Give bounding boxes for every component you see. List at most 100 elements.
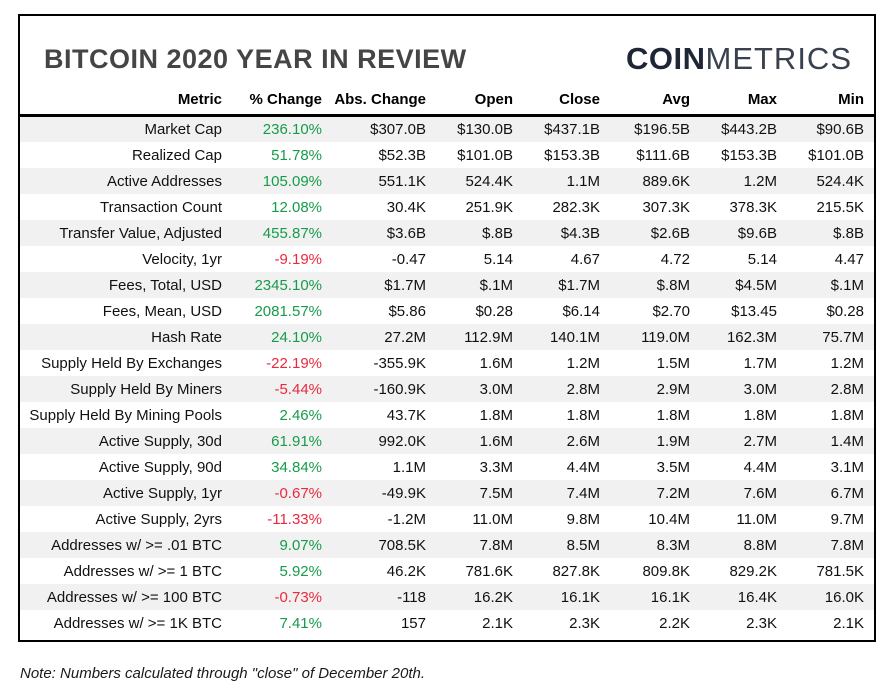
table-row: Realized Cap 51.78% $52.3B $101.0B $153.3B $1… (20, 142, 874, 168)
open-cell: 16.2K (473, 588, 513, 606)
pct-change-cell: -0.73% (274, 588, 322, 606)
open-cell: 7.5M (479, 484, 513, 502)
table-row: Hash Rate 24.10% 27.2M 112.9M 140.1M 119.0M 16… (20, 324, 874, 350)
open-cell: 1.8M (479, 406, 513, 424)
table-row: Active Supply, 30d 61.91% 992.0K 1.6M 2.6M 1.… (20, 428, 874, 454)
abs-change-cell: $5.86 (388, 302, 426, 320)
pct-change-cell: 24.10% (271, 328, 322, 346)
metric-name-cell: Active Supply, 2yrs (95, 510, 222, 528)
table-row: Transaction Count 12.08% 30.4K 251.9K 282.3K… (20, 194, 874, 220)
avg-cell: 1.9M (656, 432, 690, 450)
avg-cell: 4.72 (660, 250, 690, 268)
max-cell: 16.4K (737, 588, 777, 606)
close-cell: 7.4M (566, 484, 600, 502)
report-header: BITCOIN 2020 YEAR IN REVIEW COINMETRICS (20, 16, 874, 88)
column-header-change: % Change (232, 88, 332, 117)
close-cell: 4.4M (566, 458, 600, 476)
close-cell: 1.8M (566, 406, 600, 424)
max-cell: 829.2K (729, 562, 777, 580)
metric-name-cell: Velocity, 1yr (142, 250, 222, 268)
column-header-close: Close (523, 88, 610, 117)
avg-cell: 889.6K (642, 172, 690, 190)
min-cell: 524.4K (816, 172, 864, 190)
close-cell: 16.1K (560, 588, 600, 606)
open-cell: 1.6M (479, 432, 513, 450)
pct-change-cell: -22.19% (266, 354, 322, 372)
metric-name-cell: Transfer Value, Adjusted (59, 224, 222, 242)
close-cell: 2.3K (569, 614, 600, 632)
table-row: Addresses w/ >= .01 BTC 9.07% 708.5K 7.8M 8.… (20, 532, 874, 558)
metric-name-cell: Active Addresses (106, 172, 222, 190)
table-row: Supply Held By Miners -5.44% -160.9K 3.0M 2.… (20, 376, 874, 402)
abs-change-cell: 157 (400, 614, 426, 632)
avg-cell: $111.6B (636, 146, 690, 164)
max-cell: $9.6B (737, 224, 777, 242)
avg-cell: 3.5M (656, 458, 690, 476)
min-cell: $.8B (833, 224, 864, 242)
logo-text-metrics: METRICS (705, 41, 852, 76)
metric-name-cell: Addresses w/ >= 1K BTC (53, 614, 222, 632)
avg-cell: 8.3M (656, 536, 690, 554)
metric-name-cell: Active Supply, 1yr (103, 484, 222, 502)
column-header-metric: Metric (20, 88, 232, 117)
open-cell: 2.1K (482, 614, 513, 632)
min-cell: $90.6B (816, 121, 864, 138)
column-header-max: Max (700, 88, 787, 117)
min-cell: 781.5K (816, 562, 864, 580)
abs-change-cell: $3.6B (386, 224, 426, 242)
metric-name-cell: Addresses w/ >= 100 BTC (46, 588, 222, 606)
pct-change-cell: 2.46% (279, 406, 322, 424)
open-cell: $.8B (482, 224, 513, 242)
pct-change-cell: 2081.57% (254, 302, 322, 320)
metrics-table: Metric% Change Abs. Change Open Close Avg Max… (20, 88, 874, 636)
max-cell: 162.3M (726, 328, 777, 346)
max-cell: 378.3K (729, 198, 777, 216)
abs-change-cell: $1.7M (384, 276, 426, 294)
abs-change-cell: $307.0B (370, 121, 426, 138)
metric-name-cell: Hash Rate (151, 328, 222, 346)
max-cell: 7.6M (743, 484, 777, 502)
pct-change-cell: 236.10% (262, 121, 322, 138)
open-cell: 3.3M (479, 458, 513, 476)
open-cell: $0.28 (475, 302, 513, 320)
close-cell: 2.6M (566, 432, 600, 450)
abs-change-cell: -1.2M (387, 510, 426, 528)
page-title: BITCOIN 2020 YEAR IN REVIEW (44, 43, 467, 74)
close-cell: 140.1M (549, 328, 600, 346)
max-cell: 8.8M (743, 536, 777, 554)
close-cell: 8.5M (566, 536, 600, 554)
max-cell: $13.45 (731, 302, 777, 320)
metric-name-cell: Transaction Count (99, 198, 222, 216)
table-row: Fees, Total, USD 2345.10% $1.7M $.1M $1.7M $.… (20, 272, 874, 298)
abs-change-cell: -0.47 (391, 250, 426, 268)
close-cell: 1.1M (566, 172, 600, 190)
min-cell: 215.5K (816, 198, 864, 216)
pct-change-cell: 7.41% (279, 614, 322, 632)
pct-change-cell: 61.91% (271, 432, 322, 450)
close-cell: $437.1B (544, 121, 600, 138)
open-cell: $130.0B (457, 121, 513, 138)
report-card: BITCOIN 2020 YEAR IN REVIEW COINMETRICS … (18, 14, 876, 642)
close-cell: $153.3B (544, 146, 600, 164)
close-cell: 282.3K (552, 198, 600, 216)
avg-cell: $2.6B (650, 224, 690, 242)
table-row: Transfer Value, Adjusted 455.87% $3.6B $.8B… (20, 220, 874, 246)
metric-name-cell: Fees, Mean, USD (102, 302, 222, 320)
column-header-avg: Avg (610, 88, 700, 117)
close-cell: 2.8M (566, 380, 600, 398)
abs-change-cell: 43.7K (386, 406, 426, 424)
open-cell: 251.9K (465, 198, 513, 216)
metric-name-cell: Active Supply, 90d (98, 458, 222, 476)
open-cell: $.1M (479, 276, 513, 294)
metric-name-cell: Supply Held By Exchanges (41, 354, 222, 372)
max-cell: 1.8M (743, 406, 777, 424)
logo-text-coin: COIN (626, 41, 706, 76)
footnote: Note: Numbers calculated through "close"… (20, 665, 426, 682)
column-header-open: Open (436, 88, 523, 117)
min-cell: 16.0K (824, 588, 864, 606)
avg-cell: 2.2K (659, 614, 690, 632)
min-cell: $101.0B (808, 146, 864, 164)
close-cell: $6.14 (562, 302, 600, 320)
min-cell: 4.47 (834, 250, 864, 268)
min-cell: 1.4M (830, 432, 864, 450)
